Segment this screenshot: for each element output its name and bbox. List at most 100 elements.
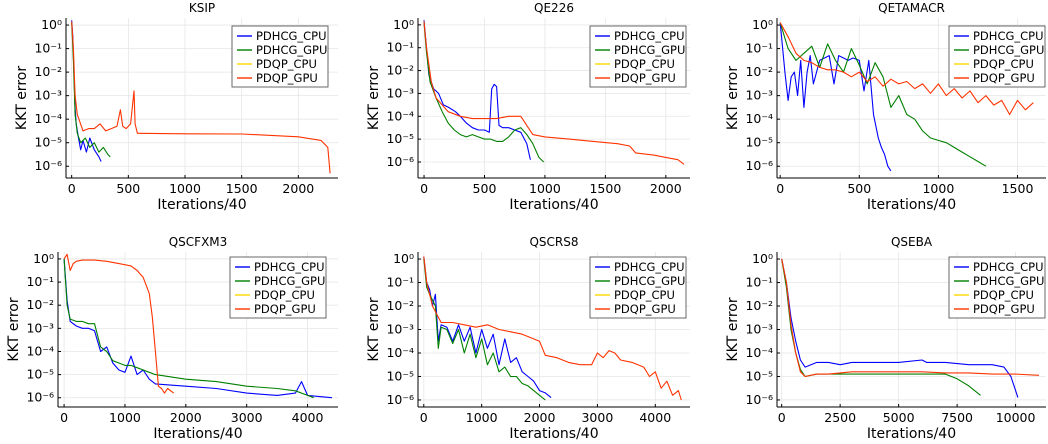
- y-tick-label: 10⁻⁴: [745, 111, 773, 126]
- y-tick-label: 10⁻⁴: [34, 111, 62, 126]
- series-line: [781, 258, 1019, 398]
- chart-panel: 0 1000 2000 3000 4000 10⁰ 10⁻¹ 10⁻² 10⁻³ 10⁻⁴ 10⁻⁵…: [366, 235, 690, 442]
- series-line: [779, 22, 1034, 116]
- series-line: [63, 253, 175, 394]
- y-tick-label: 10⁻⁶: [26, 390, 54, 405]
- y-tick-label: 10⁻⁶: [34, 158, 62, 173]
- legend-label: PDHCG_CPU: [973, 29, 1044, 43]
- legend-label: PDQP_GPU: [973, 302, 1035, 316]
- y-tick-label: 10⁰: [393, 251, 414, 266]
- series-line: [423, 256, 552, 399]
- x-axis-label: Iterations/40: [509, 197, 598, 213]
- legend-label: PDQP_CPU: [614, 57, 675, 71]
- x-tick-label: 0: [778, 410, 786, 425]
- y-tick-label: 10⁻³: [26, 320, 54, 335]
- y-tick-label: 10⁻⁴: [745, 345, 773, 360]
- y-tick-label: 10⁻¹: [26, 274, 54, 289]
- chart-panel: 0 500 1000 1500 10⁰ 10⁻¹ 10⁻² 10⁻³ 10⁻⁴ 10⁻⁵ 10⁻⁶ Q…: [725, 1, 1046, 213]
- legend-label: PDQP_GPU: [614, 302, 676, 316]
- legend-label: PDHCG_GPU: [973, 43, 1044, 57]
- y-tick-label: 10⁰: [752, 251, 773, 266]
- chart-title: QSCRS8: [529, 235, 578, 249]
- y-tick-label: 10⁻⁶: [386, 154, 414, 169]
- legend-label: PDHCG_GPU: [973, 274, 1044, 288]
- y-axis-label: KKT error: [6, 297, 22, 361]
- x-tick-label: 4000: [639, 410, 671, 425]
- x-tick-label: 0: [420, 410, 428, 425]
- chart-title: QSEBA: [891, 235, 933, 249]
- y-tick-label: 10⁻³: [34, 88, 62, 103]
- y-tick-label: 10⁻⁴: [386, 345, 414, 360]
- y-tick-label: 10⁻¹: [386, 275, 414, 290]
- x-axis-label: Iterations/40: [867, 197, 956, 213]
- x-tick-label: 1000: [466, 410, 498, 425]
- legend-label: PDHCG_GPU: [614, 43, 685, 57]
- legend-label: PDHCG_CPU: [614, 260, 685, 274]
- y-tick-label: 10⁻¹: [386, 40, 414, 55]
- y-tick-label: 10⁻⁵: [745, 368, 773, 383]
- series-line: [423, 22, 545, 163]
- x-tick-label: 1000: [529, 181, 561, 196]
- x-tick-label: 500: [116, 181, 140, 196]
- x-tick-label: 1000: [169, 181, 201, 196]
- legend-label: PDQP_CPU: [973, 288, 1034, 302]
- y-axis-label: KKT error: [366, 66, 382, 130]
- x-axis-label: Iterations/40: [157, 197, 246, 213]
- legend-label: PDHCG_GPU: [614, 274, 685, 288]
- y-tick-label: 10⁻³: [386, 85, 414, 100]
- legend-label: PDQP_GPU: [614, 71, 676, 85]
- x-tick-label: 2000: [524, 410, 556, 425]
- legend-label: PDQP_CPU: [254, 288, 315, 302]
- chart-title: QE226: [534, 1, 574, 15]
- y-axis-label: KKT error: [14, 66, 30, 130]
- legend-label: PDQP_GPU: [256, 71, 318, 85]
- x-tick-label: 3000: [581, 410, 613, 425]
- y-tick-label: 10⁻¹: [745, 41, 773, 56]
- legend-label: PDHCG_GPU: [254, 274, 325, 288]
- x-tick-label: 500: [847, 181, 871, 196]
- x-tick-label: 1000: [922, 181, 954, 196]
- y-tick-label: 10⁻⁵: [386, 131, 414, 146]
- y-tick-label: 10⁻⁶: [386, 392, 414, 407]
- y-tick-label: 10⁰: [752, 17, 773, 32]
- y-tick-label: 10⁻⁵: [34, 135, 62, 150]
- x-tick-label: 2000: [170, 410, 202, 425]
- series-line: [423, 21, 685, 165]
- x-tick-label: 0: [60, 410, 68, 425]
- legend-label: PDHCG_CPU: [254, 260, 325, 274]
- y-tick-label: 10⁰: [393, 17, 414, 32]
- y-axis-label: KKT error: [725, 66, 741, 130]
- y-tick-label: 10⁻⁶: [745, 392, 773, 407]
- x-tick-label: 3000: [231, 410, 263, 425]
- x-tick-label: 7500: [941, 410, 973, 425]
- x-axis-label: Iterations/40: [153, 426, 242, 442]
- legend-label: PDQP_CPU: [973, 57, 1034, 71]
- x-tick-label: 1000: [109, 410, 141, 425]
- legend-label: PDHCG_CPU: [973, 260, 1044, 274]
- x-axis-label: Iterations/40: [867, 426, 956, 442]
- y-tick-label: 10⁻¹: [34, 41, 62, 56]
- chart-panel: 0 500 1000 1500 2000 10⁰ 10⁻¹ 10⁻² 10⁻³ 10⁻⁴ 10⁻⁵ 1…: [366, 1, 690, 213]
- y-axis-label: KKT error: [366, 297, 382, 361]
- x-tick-label: 0: [776, 181, 784, 196]
- y-tick-label: 10⁻³: [745, 322, 773, 337]
- x-tick-label: 2000: [282, 181, 314, 196]
- legend-label: PDHCG_CPU: [256, 29, 327, 43]
- y-tick-label: 10⁻⁴: [386, 108, 414, 123]
- x-tick-label: 0: [68, 181, 76, 196]
- y-tick-label: 10⁻³: [745, 88, 773, 103]
- x-tick-label: 1500: [226, 181, 258, 196]
- legend-label: PDQP_CPU: [614, 288, 675, 302]
- chart-panel: 0 500 1000 1500 2000 10⁰ 10⁻¹ 10⁻² 10⁻³ 10⁻⁴ 10⁻⁵ 1…: [14, 1, 338, 213]
- x-tick-label: 1500: [1002, 181, 1034, 196]
- series-line: [63, 258, 332, 399]
- y-tick-label: 10⁻²: [745, 298, 773, 313]
- y-tick-label: 10⁻⁵: [386, 368, 414, 383]
- x-tick-label: 2500: [824, 410, 856, 425]
- x-axis-label: Iterations/40: [509, 426, 598, 442]
